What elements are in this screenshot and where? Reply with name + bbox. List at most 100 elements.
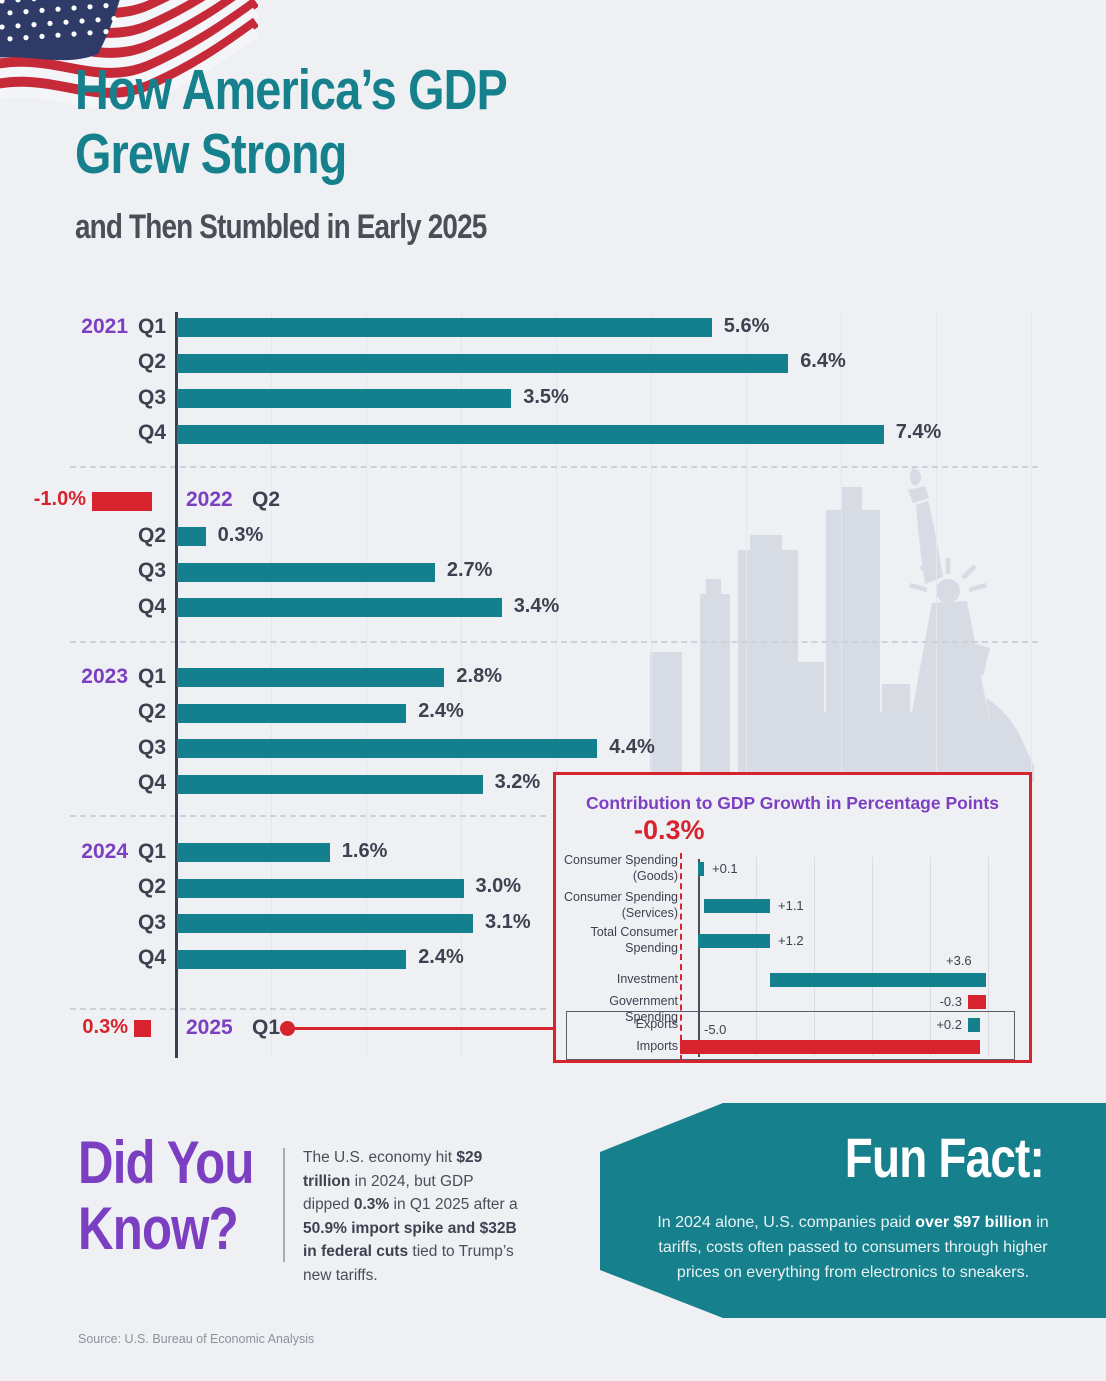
quarter-label: Q2 bbox=[137, 875, 166, 898]
label-line: Spending bbox=[625, 940, 678, 955]
label-line: Consumer Spending bbox=[564, 853, 678, 867]
group-separator-line bbox=[70, 466, 1038, 468]
waterfall-gridline bbox=[988, 857, 989, 1057]
flag-star bbox=[63, 19, 69, 25]
chart-gridline bbox=[746, 312, 747, 1058]
title-line-1: How America’s GDP bbox=[75, 58, 508, 122]
waterfall-bar bbox=[680, 1040, 980, 1054]
bar-value-label: -1.0% bbox=[33, 488, 86, 510]
title-line-2: Grew Strong bbox=[75, 122, 347, 186]
flag-stripe-white bbox=[0, 7, 258, 89]
bar-value-label: 2.4% bbox=[418, 946, 464, 968]
gdp-bar bbox=[177, 703, 407, 723]
flag-stripe-red bbox=[0, 17, 258, 99]
bar-value-label: 2.4% bbox=[418, 700, 464, 722]
chart-gridline bbox=[651, 312, 652, 1058]
bar-value-label: 2.8% bbox=[456, 664, 502, 687]
gdp-bar bbox=[177, 739, 598, 758]
waterfall-zero-axis bbox=[698, 859, 700, 1057]
nyc-skyline-statue-of-liberty-silhouette bbox=[650, 468, 1034, 782]
fun-fact-banner: Fun Fact: In 2024 alone, U.S. companies … bbox=[600, 1103, 1106, 1318]
did-you-know-heading: Did You Know? bbox=[78, 1130, 292, 1262]
waterfall-category-label: Government Spending bbox=[558, 994, 678, 1025]
gdp-bar bbox=[177, 949, 407, 969]
text-segment: In 2024 alone, U.S. companies paid bbox=[657, 1214, 916, 1231]
flag-star bbox=[111, 15, 117, 22]
waterfall-bar bbox=[968, 995, 986, 1009]
group-separator-line bbox=[70, 641, 1038, 643]
callout-connector-line bbox=[294, 1027, 554, 1030]
flag-star bbox=[87, 30, 93, 36]
waterfall-bar bbox=[704, 899, 770, 913]
waterfall-bar bbox=[968, 1018, 980, 1032]
waterfall-category-label: Exports bbox=[558, 1017, 678, 1033]
flag-stripe-white bbox=[0, 27, 258, 109]
flag-star bbox=[79, 18, 85, 24]
quarter-label: Q1 bbox=[137, 839, 166, 863]
flag-star bbox=[15, 23, 21, 29]
quarter-label: Q3 bbox=[137, 910, 166, 934]
gdp-bar bbox=[177, 774, 483, 794]
bar-value-label: 3.0% bbox=[475, 875, 522, 897]
flag-star bbox=[31, 22, 37, 28]
quarter-label: Q2 bbox=[252, 488, 281, 511]
gdp-bar bbox=[177, 318, 712, 337]
flag-star bbox=[87, 4, 93, 10]
waterfall-final-value-dashed-line bbox=[680, 853, 682, 1061]
bar-value-label: 3.4% bbox=[513, 594, 560, 617]
chart-gridline bbox=[841, 312, 842, 1058]
gdp-bar bbox=[177, 843, 330, 862]
gdp-bar bbox=[177, 562, 435, 582]
flag-star bbox=[7, 36, 13, 42]
dyk-heading-line-1: Did You bbox=[78, 1129, 254, 1196]
gdp-bar bbox=[177, 878, 464, 898]
source-attribution: Source: U.S. Bureau of Economic Analysis bbox=[78, 1332, 315, 1346]
quarter-label: Q4 bbox=[137, 771, 166, 794]
gdp-contribution-inset-panel: Contribution to GDP Growth in Percentage… bbox=[553, 772, 1032, 1063]
label-line: (Goods) bbox=[632, 868, 678, 883]
bar-value-label: 0.3% bbox=[217, 523, 264, 546]
waterfall-category-label: Investment bbox=[558, 972, 678, 988]
waterfall-value-label: -5.0 bbox=[704, 1022, 727, 1037]
text-segment: tied to Trump’s new tariffs. bbox=[303, 1243, 514, 1284]
chart-gridline bbox=[1031, 312, 1032, 1058]
group-separator-line bbox=[70, 1008, 546, 1010]
page-title: How America’s GDP Grew Strong and Then S… bbox=[75, 58, 602, 247]
waterfall-gridline bbox=[872, 857, 873, 1057]
chart-gridline bbox=[461, 312, 462, 1058]
text-segment: in tariffs, costs often passed to consum… bbox=[658, 1214, 1049, 1281]
quarter-label: Q4 bbox=[137, 594, 166, 618]
quarter-label: Q2 bbox=[137, 523, 166, 547]
flag-star bbox=[0, 0, 5, 4]
bar-value-label: 7.4% bbox=[895, 421, 942, 443]
flag-star bbox=[95, 17, 101, 23]
waterfall-bar bbox=[770, 973, 986, 987]
year-label: 2024 bbox=[81, 839, 128, 863]
quarter-label: Q3 bbox=[137, 735, 166, 759]
waterfall-gridline bbox=[756, 857, 757, 1057]
trade-subgroup-box bbox=[566, 1011, 1015, 1060]
flag-canton bbox=[0, 0, 120, 61]
bar-value-label: 3.1% bbox=[485, 910, 531, 933]
waterfall-category-label: Consumer Spending (Goods) bbox=[558, 853, 678, 884]
inset-total-value: -0.3% bbox=[634, 815, 705, 845]
bar-value-label: 3.5% bbox=[523, 385, 569, 408]
text-segment: in 2024, but GDP dipped bbox=[303, 1172, 474, 1214]
year-label: 2025 bbox=[186, 1015, 233, 1039]
page-subtitle: and Then Stumbled in Early 2025 bbox=[75, 208, 487, 246]
chart-axis-line bbox=[175, 312, 178, 1058]
waterfall-category-label: Total Consumer Spending bbox=[558, 925, 678, 956]
quarter-label: Q3 bbox=[137, 559, 166, 582]
flag-star bbox=[31, 0, 37, 2]
inset-title: Contribution to GDP Growth in Percentage… bbox=[586, 793, 999, 813]
fun-fact-text: In 2024 alone, U.S. companies paid over … bbox=[652, 1211, 1054, 1285]
text-segment: in Q1 2025 after a bbox=[389, 1196, 518, 1214]
flag-star bbox=[55, 32, 61, 38]
year-label: 2022 bbox=[186, 488, 233, 511]
flag-star bbox=[55, 6, 61, 12]
waterfall-value-label: +1.1 bbox=[778, 898, 804, 913]
waterfall-category-label: Consumer Spending (Services) bbox=[558, 890, 678, 921]
label-line: (Services) bbox=[621, 905, 678, 920]
label-line: Imports bbox=[636, 1039, 678, 1053]
bar-value-label: 4.4% bbox=[609, 735, 655, 758]
